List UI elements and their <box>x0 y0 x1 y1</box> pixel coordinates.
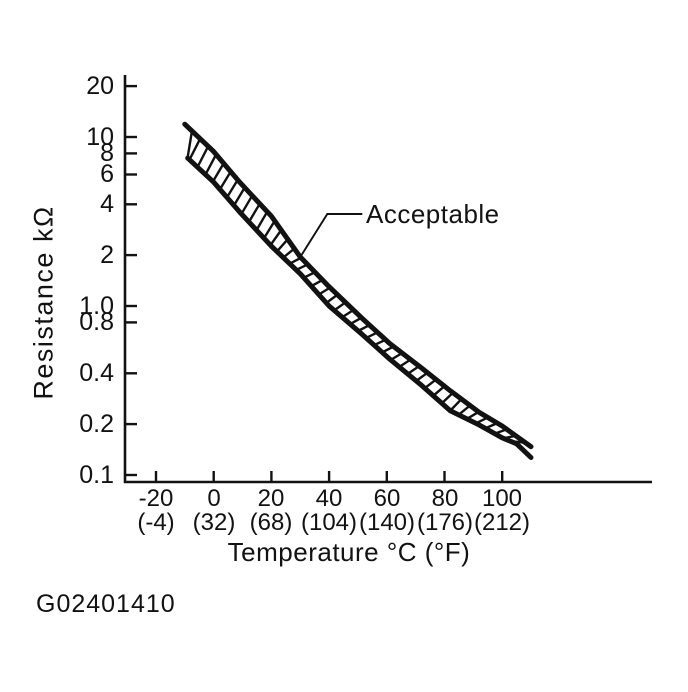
x-tick-label-fahrenheit: (104) <box>300 509 358 536</box>
x-tick-label-celsius: 80 <box>431 485 459 512</box>
x-axis-title: Temperature °C (°F) <box>227 537 471 567</box>
y-tick-label: 0.4 <box>79 359 114 387</box>
lower-limit-curve <box>185 155 534 460</box>
x-tick-label-celsius: 100 <box>481 485 523 512</box>
band-hatch-line <box>441 392 454 404</box>
band-hatch-line <box>424 378 437 389</box>
x-tick-label-celsius: -20 <box>138 485 174 512</box>
x-tick-label-fahrenheit: (32) <box>192 509 236 536</box>
band-hatch-line <box>415 372 429 382</box>
band-hatch-line <box>449 398 463 412</box>
band-hatch-line <box>432 385 446 397</box>
y-tick-label: 8 <box>100 139 114 167</box>
y-tick-label: 10 <box>86 123 114 151</box>
y-tick-label: 0.1 <box>79 461 114 489</box>
band-hatch-line <box>255 211 269 231</box>
band-hatch-line <box>248 203 261 223</box>
y-tick-label: 20 <box>86 72 114 100</box>
upper-limit-curve <box>182 121 534 450</box>
band-hatch-line <box>398 358 412 368</box>
x-tick-label-celsius: 0 <box>207 485 221 512</box>
band-annotation-label: Acceptable <box>366 199 500 229</box>
y-tick-label: 4 <box>100 190 114 218</box>
band-hatch-line <box>233 186 246 207</box>
band-hatch-line <box>466 411 480 420</box>
band-hatch-line <box>276 238 289 253</box>
x-tick-label-celsius: 60 <box>373 485 401 512</box>
x-tick-label-fahrenheit: (68) <box>249 509 293 536</box>
band-hatch-line <box>226 179 239 199</box>
band-hatch-line <box>219 170 232 191</box>
band-hatch-line <box>458 404 471 416</box>
band-hatch-line <box>407 365 420 375</box>
y-tick-label: 0.2 <box>79 410 114 438</box>
band-hatch-line <box>390 352 403 361</box>
band-hatch-line <box>186 130 194 159</box>
x-tick-label-celsius: 40 <box>315 485 343 512</box>
band-hatch-line <box>212 162 225 183</box>
y-tick-label: 0.8 <box>79 308 114 336</box>
band-hatch-line <box>188 138 202 161</box>
band-hatch-line <box>269 229 283 246</box>
x-tick-label-celsius: 20 <box>257 485 285 512</box>
band-hatch-line <box>263 220 276 239</box>
axis-lines <box>123 75 652 484</box>
x-tick-label-fahrenheit: (140) <box>358 509 416 536</box>
annotation-leader-line <box>299 213 363 258</box>
band-hatch-line <box>318 286 331 296</box>
band-hatch-line <box>196 145 210 168</box>
band-hatch-line <box>240 195 254 215</box>
band-hatch-line <box>325 293 339 304</box>
band-hatch-line <box>341 309 355 318</box>
x-tick-label-fahrenheit: (-4) <box>137 509 175 536</box>
band-hatch-line <box>333 301 347 312</box>
y-tick-label: 6 <box>100 160 114 188</box>
x-tick-label-fahrenheit: (212) <box>473 509 531 536</box>
band-hatch-line <box>282 247 296 259</box>
figure-id: G02401410 <box>36 590 176 618</box>
y-tick-label: 1.0 <box>79 292 114 320</box>
band-hatch-line <box>204 153 218 176</box>
y-tick-label: 2 <box>100 241 114 269</box>
x-tick-label-fahrenheit: (176) <box>416 509 474 536</box>
